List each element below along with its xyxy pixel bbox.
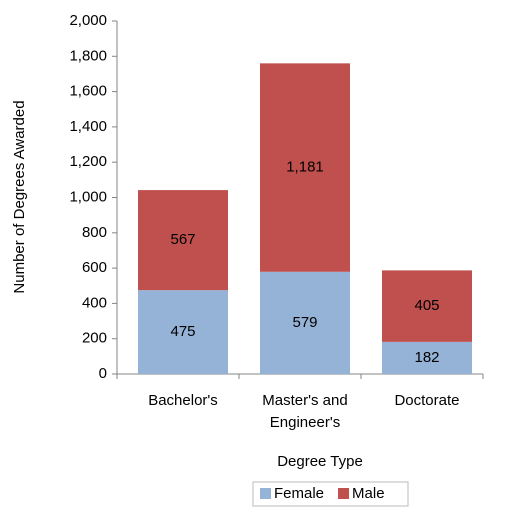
- legend-box: [252, 481, 409, 507]
- bar-segment: [260, 271, 350, 374]
- bar-segment: [138, 290, 228, 374]
- x-tick-label: Doctorate: [394, 392, 460, 409]
- bar-segment: [260, 63, 350, 272]
- data-label: 405: [414, 297, 439, 314]
- y-tick-label: 200: [82, 330, 107, 347]
- bar-segment: [382, 270, 472, 342]
- x-axis-label: Degree Type: [277, 453, 363, 470]
- data-label: 1,181: [286, 159, 324, 176]
- y-tick-label: 1,600: [69, 83, 107, 100]
- x-tick-label: Bachelor's: [148, 392, 218, 409]
- data-label: 579: [292, 314, 317, 331]
- y-tick-label: 0: [99, 365, 107, 382]
- bar-segment: [138, 190, 228, 291]
- bar-segment: [382, 341, 472, 374]
- data-label: 182: [414, 349, 439, 366]
- legend-swatch: [338, 488, 350, 499]
- y-tick-label: 1,400: [69, 118, 107, 135]
- y-tick-label: 1,000: [69, 188, 107, 205]
- y-tick-label: 1,200: [69, 153, 107, 170]
- data-label: 475: [170, 323, 195, 340]
- y-tick-label: 600: [82, 259, 107, 276]
- legend-swatch: [260, 488, 271, 499]
- legend-label: Female: [274, 485, 324, 502]
- y-tick-label: 400: [82, 294, 107, 311]
- legend-label: Male: [352, 485, 385, 502]
- data-label: 567: [170, 231, 195, 248]
- y-tick-label: 2,000: [69, 12, 107, 29]
- y-tick-label: 1,800: [69, 47, 107, 64]
- y-tick-label: 800: [82, 224, 107, 241]
- x-tick-label: Master's and Engineer's: [262, 392, 348, 431]
- y-axis-label: Number of Degrees Awarded: [11, 100, 28, 293]
